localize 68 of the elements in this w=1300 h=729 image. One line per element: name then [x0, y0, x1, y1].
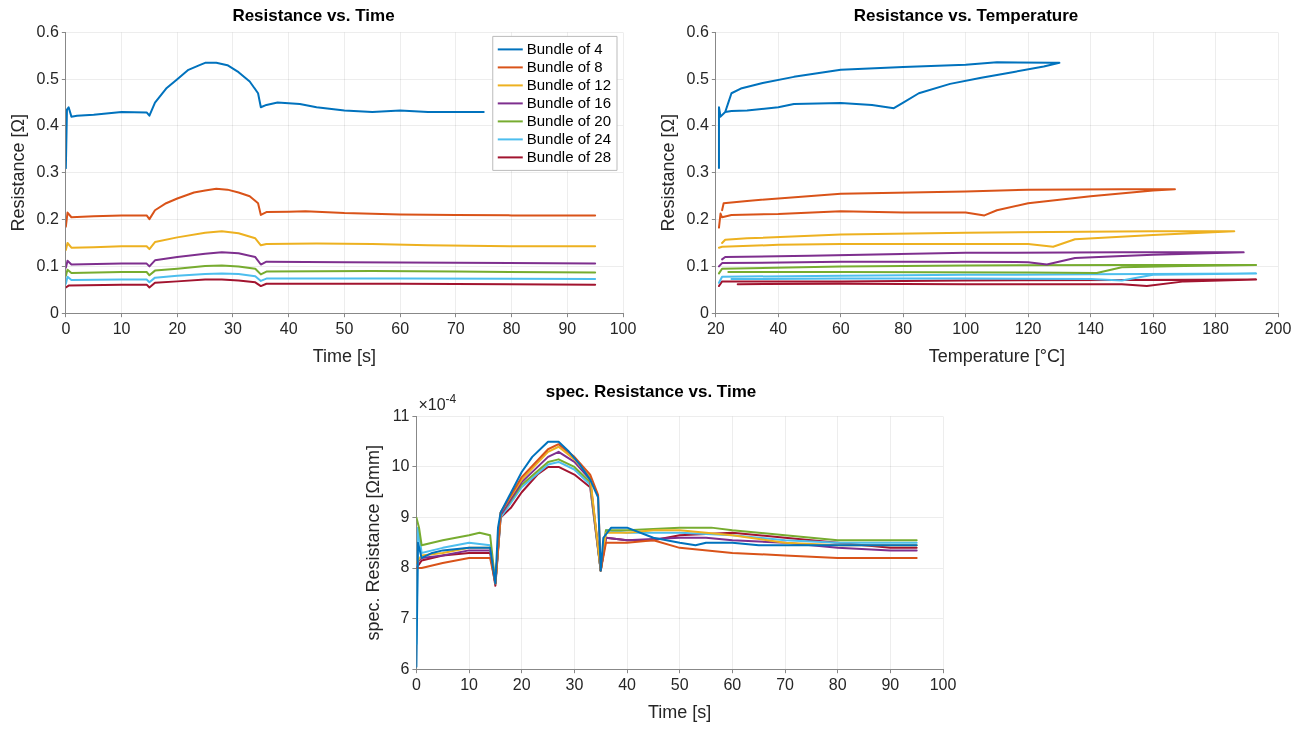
y-axis-title: spec. Resistance [Ωmm]: [362, 445, 383, 641]
y-tick-label: 11: [392, 406, 410, 424]
x-axis-title: Temperature [°C]: [928, 346, 1066, 367]
x-tick-label: 20: [706, 320, 725, 338]
x-tick-label: 80: [828, 676, 847, 694]
x-tick-label: 100: [609, 320, 637, 338]
x-tick-label: 70: [776, 676, 795, 694]
x-tick-label: 10: [112, 320, 131, 338]
legend-label: Bundle of 4: [526, 39, 603, 57]
x-tick-label: 20: [168, 320, 187, 338]
y-tick-label: 0.1: [36, 256, 59, 274]
x-tick-label: 50: [670, 676, 689, 694]
legend-label: Bundle of 28: [526, 147, 612, 165]
x-tick-label: 60: [391, 320, 410, 338]
x-tick-label: 100: [952, 320, 980, 338]
x-tick-label: 80: [502, 320, 521, 338]
x-tick-label: 30: [565, 676, 584, 694]
x-tick-label: 0: [61, 320, 71, 338]
x-tick-label: 40: [618, 676, 637, 694]
x-tick-label: 50: [335, 320, 354, 338]
y-tick-label: 0.6: [686, 22, 709, 40]
legend-label: Bundle of 20: [526, 111, 612, 129]
x-tick-label: 140: [1077, 320, 1105, 338]
chart-title: spec. Resistance vs. Time: [545, 381, 757, 401]
x-tick-label: 60: [831, 320, 850, 338]
x-tick-label: 40: [279, 320, 298, 338]
y-axis-title: Resistance [Ω]: [657, 114, 678, 232]
y-tick-label: 0.2: [36, 210, 59, 228]
y-axis-title: Resistance [Ω]: [7, 114, 28, 232]
x-tick-label: 0: [411, 676, 421, 694]
x-tick-label: 180: [1202, 320, 1229, 338]
y-tick-label: 0.1: [686, 256, 709, 274]
y-tick-label: 6: [400, 659, 410, 677]
x-tick-label: 80: [894, 320, 913, 338]
x-tick-label: 60: [723, 676, 742, 694]
x-tick-label: 160: [1139, 320, 1167, 338]
x-tick-label: 90: [558, 320, 577, 338]
y-tick-label: 0.4: [36, 116, 59, 134]
legend-label: Bundle of 16: [526, 93, 612, 111]
y-tick-label: 0: [699, 303, 709, 321]
y-tick-label: 9: [400, 507, 410, 525]
legend-label: Bundle of 24: [526, 129, 612, 147]
legend-label: Bundle of 8: [526, 57, 603, 75]
y-tick-label: 0.6: [36, 22, 59, 40]
x-tick-label: 70: [446, 320, 465, 338]
y-tick-label: 0.5: [686, 69, 709, 87]
legend-label: Bundle of 12: [526, 75, 612, 93]
x-tick-label: 120: [1014, 320, 1042, 338]
y-tick-label: 0: [49, 303, 59, 321]
x-tick-label: 100: [929, 676, 957, 694]
y-tick-label: 7: [400, 609, 410, 627]
x-tick-label: 90: [881, 676, 900, 694]
y-tick-label: 0.3: [36, 163, 59, 181]
y-tick-label: 0.2: [686, 210, 709, 228]
x-tick-label: 40: [769, 320, 788, 338]
x-axis-title: Time [s]: [648, 702, 712, 723]
y-tick-label: 10: [391, 457, 410, 475]
x-tick-label: 20: [512, 676, 531, 694]
y-tick-label: 0.5: [36, 69, 59, 87]
x-tick-label: 200: [1264, 320, 1292, 338]
y-tick-label: 0.3: [686, 163, 709, 181]
chart-title: Resistance vs. Time: [232, 5, 395, 25]
x-tick-label: 30: [224, 320, 242, 338]
x-tick-label: 10: [460, 676, 479, 694]
y-tick-label: 8: [400, 558, 410, 576]
x-axis-title: Time [s]: [312, 346, 377, 367]
y-tick-label: 0.4: [686, 116, 709, 134]
chart-title: Resistance vs. Temperature: [853, 5, 1079, 25]
